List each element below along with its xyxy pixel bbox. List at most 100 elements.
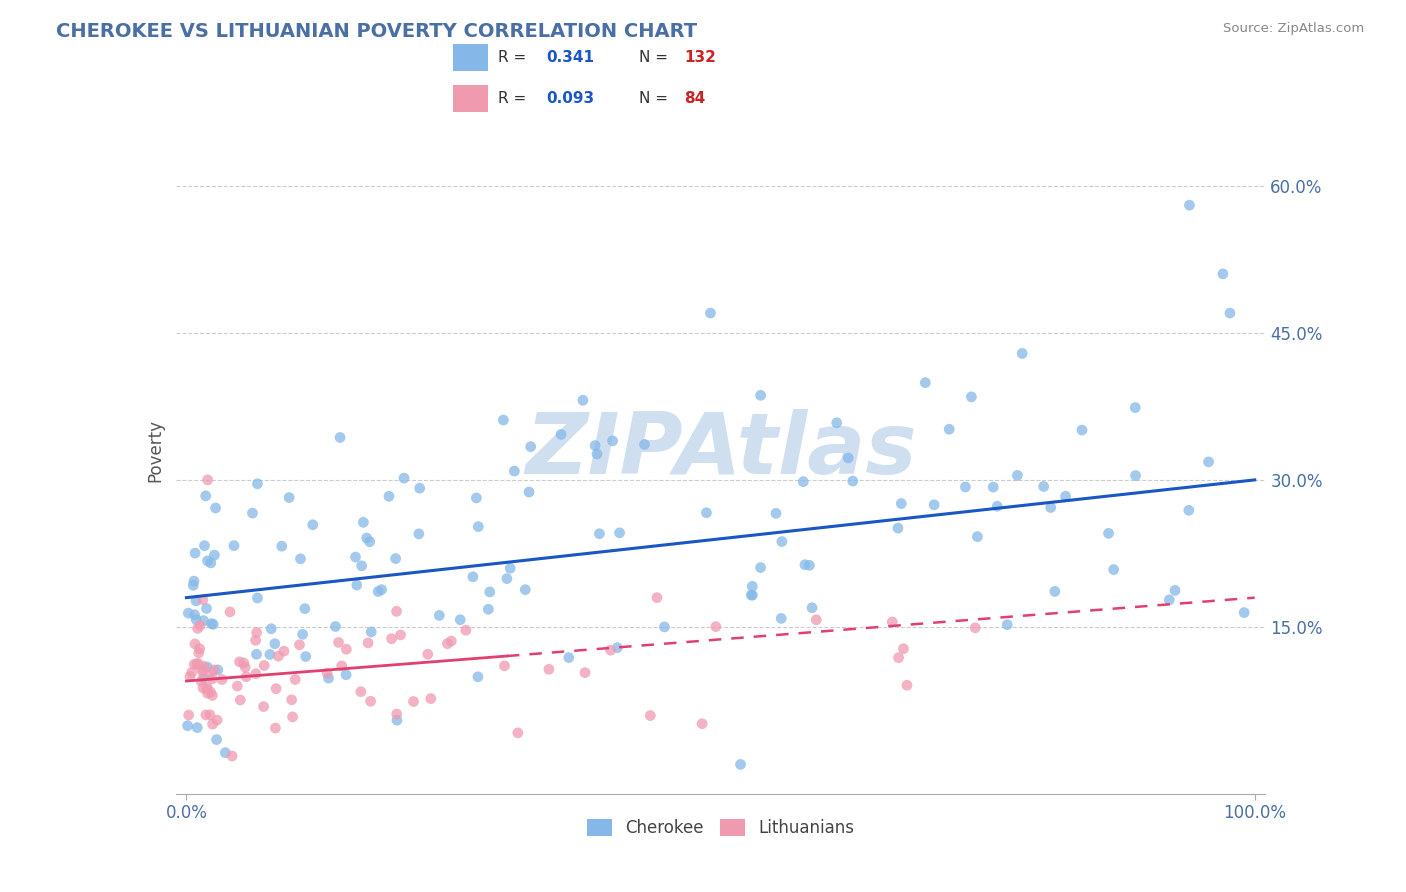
- Point: [385, 713, 408, 727]
- Point: [496, 572, 519, 586]
- Point: [284, 673, 307, 687]
- Point: [882, 615, 904, 629]
- Point: [278, 491, 301, 505]
- Point: [492, 413, 515, 427]
- Point: [291, 627, 314, 641]
- Point: [176, 719, 198, 733]
- Point: [360, 694, 382, 708]
- Point: [960, 390, 983, 404]
- Point: [478, 585, 501, 599]
- Point: [260, 622, 283, 636]
- Point: [749, 560, 772, 574]
- Text: 84: 84: [685, 91, 706, 106]
- Point: [1178, 198, 1201, 212]
- Point: [181, 578, 204, 592]
- Point: [226, 679, 249, 693]
- Point: [200, 556, 222, 570]
- Point: [695, 506, 717, 520]
- Point: [195, 660, 218, 674]
- Point: [259, 648, 281, 662]
- Point: [654, 620, 676, 634]
- Point: [214, 746, 236, 760]
- Point: [770, 534, 793, 549]
- Text: R =: R =: [498, 91, 531, 106]
- Point: [965, 621, 987, 635]
- Point: [402, 694, 425, 708]
- Point: [799, 558, 821, 573]
- Point: [914, 376, 936, 390]
- Point: [198, 707, 221, 722]
- Text: R =: R =: [498, 50, 531, 65]
- Text: 0.341: 0.341: [546, 50, 595, 65]
- Point: [436, 637, 458, 651]
- Point: [252, 699, 274, 714]
- Point: [195, 681, 218, 696]
- Point: [183, 574, 205, 588]
- Point: [1178, 503, 1201, 517]
- Point: [359, 534, 381, 549]
- Text: ZIPAtlas: ZIPAtlas: [524, 409, 917, 492]
- Point: [385, 604, 408, 618]
- Point: [704, 620, 727, 634]
- Point: [416, 647, 439, 661]
- Point: [177, 708, 200, 723]
- Y-axis label: Poverty: Poverty: [146, 419, 165, 482]
- Point: [245, 666, 267, 681]
- Point: [246, 591, 269, 605]
- Point: [264, 681, 287, 696]
- Point: [232, 656, 254, 670]
- Point: [770, 611, 793, 625]
- Point: [981, 480, 1004, 494]
- Point: [966, 530, 988, 544]
- Point: [419, 691, 441, 706]
- Point: [503, 464, 526, 478]
- Text: Source: ZipAtlas.com: Source: ZipAtlas.com: [1223, 22, 1364, 36]
- Point: [184, 637, 207, 651]
- Point: [890, 497, 912, 511]
- Point: [586, 447, 609, 461]
- Point: [1219, 306, 1241, 320]
- Point: [699, 306, 721, 320]
- Point: [385, 707, 408, 722]
- Point: [205, 732, 228, 747]
- Point: [408, 526, 430, 541]
- Point: [335, 642, 357, 657]
- Point: [356, 531, 378, 545]
- Point: [200, 616, 222, 631]
- Point: [477, 602, 499, 616]
- Point: [537, 662, 560, 676]
- Point: [202, 617, 225, 632]
- Point: [198, 668, 221, 682]
- Point: [574, 665, 596, 680]
- Point: [806, 613, 828, 627]
- Text: 132: 132: [685, 50, 716, 65]
- Point: [195, 601, 218, 615]
- Text: CHEROKEE VS LITHUANIAN POVERTY CORRELATION CHART: CHEROKEE VS LITHUANIAN POVERTY CORRELATI…: [56, 22, 697, 41]
- Point: [201, 717, 224, 731]
- Point: [245, 647, 267, 661]
- Point: [205, 713, 228, 727]
- Point: [194, 489, 217, 503]
- Point: [461, 570, 484, 584]
- Text: 0.093: 0.093: [546, 91, 595, 106]
- Point: [197, 554, 219, 568]
- Point: [335, 667, 357, 681]
- Point: [179, 669, 201, 683]
- Point: [219, 605, 242, 619]
- Point: [184, 594, 207, 608]
- Point: [187, 656, 209, 670]
- Point: [609, 525, 631, 540]
- Point: [194, 708, 217, 723]
- Point: [572, 393, 595, 408]
- Point: [195, 681, 218, 695]
- Point: [183, 607, 205, 622]
- Point: [1198, 455, 1220, 469]
- Point: [995, 617, 1018, 632]
- Point: [288, 638, 311, 652]
- Point: [1212, 267, 1234, 281]
- Point: [235, 670, 257, 684]
- Point: [599, 643, 621, 657]
- Point: [690, 716, 713, 731]
- Point: [187, 646, 209, 660]
- Point: [506, 726, 529, 740]
